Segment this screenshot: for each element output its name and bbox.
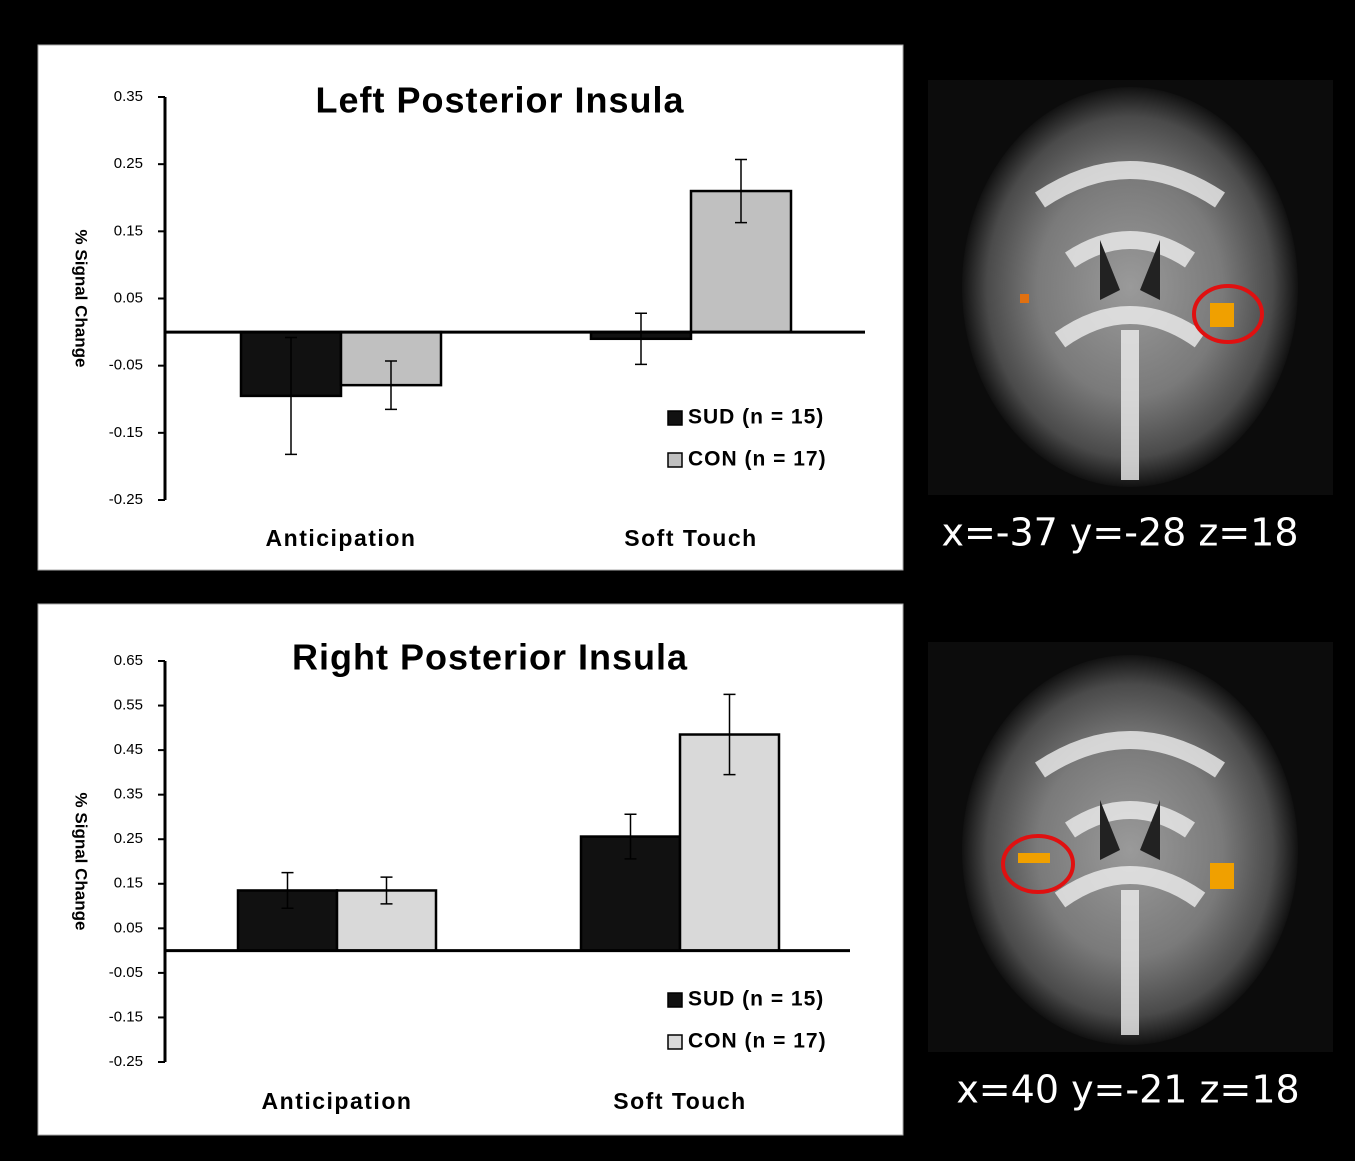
coordinates: x=40 y=-21 z=18	[956, 1068, 1299, 1112]
activation	[1210, 863, 1234, 889]
brain-image	[928, 642, 1333, 1052]
y-tick-label: 0.05	[114, 919, 143, 936]
activation	[1210, 303, 1234, 327]
activation	[1020, 294, 1029, 303]
coordinates: x=-37 y=-28 z=18	[941, 511, 1298, 555]
y-axis-label: % Signal Change	[72, 230, 91, 368]
page: {"chart_data": [ {"type": "bar", "title"…	[0, 0, 1355, 1161]
brain-image	[928, 80, 1333, 495]
y-tick-label: -0.05	[109, 964, 143, 981]
x-tick-label: Soft Touch	[624, 525, 757, 551]
y-tick-label: -0.05	[109, 357, 143, 374]
activation	[1018, 853, 1050, 863]
y-tick-label: -0.15	[109, 1008, 143, 1025]
y-tick-label: 0.35	[114, 786, 143, 803]
y-tick-label: 0.25	[114, 155, 143, 172]
legend-label: CON (n = 17)	[688, 1030, 827, 1053]
y-tick-label: 0.35	[114, 88, 143, 105]
y-axis-label: % Signal Change	[72, 793, 91, 931]
y-tick-label: -0.15	[109, 424, 143, 441]
y-tick-label: 0.05	[114, 289, 143, 306]
legend-swatch	[668, 453, 682, 467]
legend-label: SUD (n = 15)	[688, 988, 824, 1011]
x-tick-label: Soft Touch	[613, 1088, 746, 1114]
y-tick-label: 0.15	[114, 875, 143, 892]
chart-title: Right Posterior Insula	[292, 637, 688, 678]
y-tick-label: -0.25	[109, 1053, 143, 1070]
chart-title: Left Posterior Insula	[315, 80, 684, 121]
legend-label: CON (n = 17)	[688, 448, 827, 471]
y-tick-label: 0.25	[114, 830, 143, 847]
y-tick-label: -0.25	[109, 491, 143, 508]
y-tick-label: 0.15	[114, 222, 143, 239]
x-tick-label: Anticipation	[266, 525, 417, 551]
y-tick-label: 0.45	[114, 741, 143, 758]
figure: x=-37 y=-28 z=18 x=40 y=-21 z=18 Left Po…	[0, 0, 1355, 1161]
legend-swatch	[668, 411, 682, 425]
y-tick-label: 0.55	[114, 697, 143, 714]
legend-swatch	[668, 1035, 682, 1049]
x-tick-label: Anticipation	[262, 1088, 413, 1114]
legend-label: SUD (n = 15)	[688, 406, 824, 429]
y-tick-label: 0.65	[114, 652, 143, 669]
legend-swatch	[668, 993, 682, 1007]
